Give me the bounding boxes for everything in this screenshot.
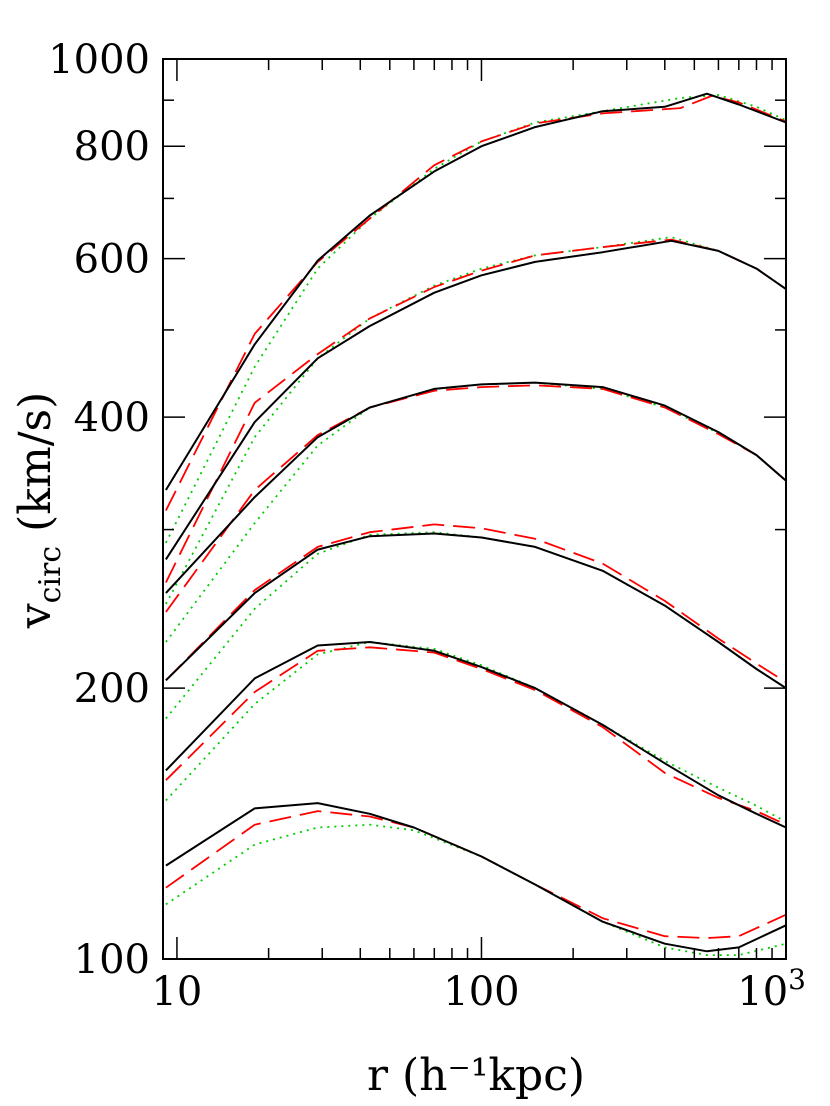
curve-1-solid [165,92,787,491]
curve-1-dotted [165,94,787,544]
curve-2-dashed [165,238,787,583]
curve-6-dotted [165,823,787,956]
x-tick-label: 10 [151,969,202,1015]
curve-1-dashed [165,95,787,511]
curve-5-dashed [165,646,787,826]
x-axis-title: r (h⁻¹kpc) [367,1050,585,1101]
y-tick-label: 100 [74,937,150,983]
curves-layer [165,92,787,956]
curve-2-solid [165,239,787,560]
curve-3-solid [165,381,787,594]
y-tick-label: 600 [74,237,150,283]
curve-4-dotted [165,531,787,720]
curve-5-solid [165,641,787,829]
curve-3-dashed [165,384,787,613]
y-axis-subscript: circ [33,546,68,604]
curve-5-dotted [165,641,787,823]
y-tick-label: 800 [74,124,150,170]
curve-6-solid [165,802,787,953]
curve-2-dotted [165,236,787,605]
svg-text:vcirc (km/s): vcirc (km/s) [10,392,68,630]
y-axis-title: vcirc (km/s) [10,392,68,630]
curve-4-dashed [165,523,787,684]
x-tick-exponent: 3 [788,963,806,996]
x-tick-label: 100 [443,969,519,1015]
y-tick-label: 200 [74,666,150,712]
curve-4-solid [165,532,787,689]
curve-6-dashed [165,810,787,939]
y-axis-symbol: v [10,603,61,629]
plot-frame [162,58,787,960]
y-tick-label: 400 [74,395,150,441]
y-tick-label: 1000 [48,37,150,83]
x-tick-label: 103 [737,963,806,1015]
y-axis-unit: (km/s) [10,392,61,532]
